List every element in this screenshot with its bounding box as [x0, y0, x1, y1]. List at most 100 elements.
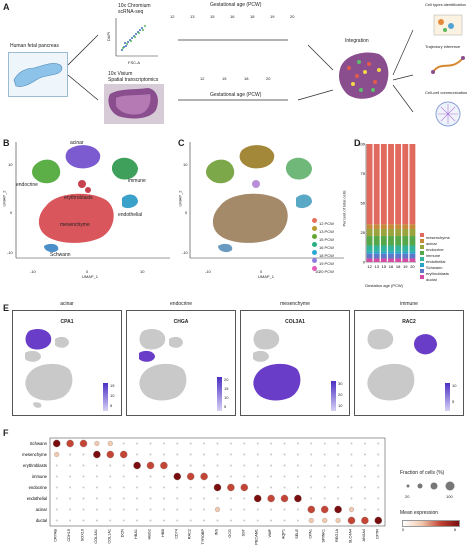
dotplot-dot: [230, 519, 232, 522]
dotplot-dot: [203, 453, 205, 456]
size-legend-tick: 100: [446, 494, 453, 499]
dotplot-dot: [214, 506, 221, 513]
bar-segment-acinar: [373, 224, 380, 229]
dotplot-dot: [189, 442, 192, 445]
dotplot-dot: [52, 439, 61, 448]
dotplot-gene-label: COL3A1: [94, 529, 98, 544]
dotplot-dot: [176, 519, 179, 522]
umap-c-xtick: -10: [205, 269, 211, 274]
legend-label: endocrine: [426, 247, 444, 252]
dotplot-dot: [163, 475, 165, 478]
dotplot-dot: [347, 516, 356, 525]
dotplot-dot: [348, 506, 355, 513]
dotplot-gene-label: CDH19: [67, 529, 71, 541]
y-tick-label: 50: [361, 201, 366, 206]
dotplot-dot: [96, 497, 98, 500]
dotplot-dot: [337, 464, 339, 467]
bar-segment-immune: [402, 236, 409, 246]
age-title-top: Gestational age (PCW): [210, 2, 262, 8]
dotplot-dot: [122, 497, 125, 500]
bar-segment-endocrine: [395, 228, 402, 237]
dotplot-dot: [96, 508, 98, 511]
colorbar-tick: 10: [338, 403, 343, 408]
legend-label: endothelial: [426, 259, 446, 264]
dotplot-dot: [323, 442, 326, 445]
dotplot-gene-label: DCN: [121, 529, 125, 537]
legend-swatch: [312, 266, 317, 272]
colorbar-tick: 15: [110, 383, 115, 388]
dotplot-dot: [149, 453, 152, 456]
sc-ylabel: DAPI: [106, 31, 112, 42]
dotplot-dot: [364, 486, 366, 489]
legend-swatch: [420, 244, 424, 249]
dotplot-dot: [256, 464, 259, 467]
dotplot-gene-label: AQP1: [282, 529, 286, 539]
umap-b-xtick: -10: [30, 269, 36, 274]
feature-plot-chga: endocrine CHGA 20 15 10 5: [126, 301, 236, 416]
legend-label: 13 PCW: [319, 229, 334, 234]
colorbar-tick: 20: [338, 392, 343, 397]
dotplot-dot: [96, 475, 98, 478]
bar-segment-erythroblasts: [402, 253, 409, 259]
dotplot-dot: [122, 508, 125, 511]
dotplot-dot: [122, 475, 125, 478]
umap-b-xlabel: UMAP_1: [82, 274, 99, 279]
dotplot-dot: [203, 508, 205, 511]
dotplot-dot: [361, 516, 369, 525]
sc-method-label: 10x Chromium scRNA-seq: [118, 3, 151, 15]
bar-segment-endocrine: [402, 228, 409, 237]
x-tick-label: 19: [403, 264, 408, 269]
dotplot-dot: [337, 475, 339, 478]
dotplot-gene-label: SST: [241, 528, 245, 536]
age-tick: 15: [210, 14, 215, 19]
dotplot-dot: [55, 508, 58, 511]
dotplot-dot: [149, 519, 152, 522]
y-tick-label: 25: [361, 230, 366, 235]
dotplot-dot: [163, 486, 165, 489]
dotplot-dot: [270, 508, 272, 511]
umap-celltype-plot: acinar endocrine erythroblasts immune en…: [10, 140, 172, 268]
feature-gene: CHGA: [173, 319, 189, 325]
bar-segment-mesenchyme: [380, 144, 387, 225]
y-tick-label: 75: [361, 171, 366, 176]
dotplot-dot: [93, 450, 101, 459]
x-tick-label: 13: [374, 264, 379, 269]
legend-label: mesenchyme: [426, 235, 450, 240]
facs-scatter-plot: [112, 16, 160, 60]
dotplot-dot: [133, 461, 141, 470]
dotplot-dot: [163, 453, 165, 456]
dotplot-dot: [243, 497, 246, 500]
color-legend-tick: 6: [454, 527, 457, 532]
dotplot-dot: [310, 453, 313, 456]
bar-legend: mesenchyme acinar endocrine immune endotheli…: [420, 226, 474, 286]
dotplot-dot: [82, 519, 85, 522]
dotplot-dot: [163, 508, 165, 511]
dotplot-dot: [200, 472, 208, 481]
legend-label: 16 PCW: [319, 245, 334, 250]
dotplot-gene-label: REG1A: [335, 529, 339, 542]
dotplot-gene-label: CD74: [174, 529, 178, 539]
dotplot-dot: [377, 486, 380, 489]
dotplot-dot: [96, 464, 98, 467]
bar-segment-endocrine: [388, 228, 394, 237]
dotplot-dot: [149, 475, 152, 478]
age-tick: 13: [190, 14, 195, 19]
dotplot-dot: [122, 486, 125, 489]
bar-segment-acinar: [366, 224, 373, 229]
dotplot-dot: [320, 505, 329, 514]
dotplot-dot: [176, 442, 179, 445]
dotplot-gene-label: VWF: [268, 528, 272, 537]
dotplot-dot: [136, 519, 138, 522]
dotplot-dot: [283, 519, 286, 522]
dotplot-gene-label: INS: [215, 529, 219, 536]
age-tick: 12: [170, 14, 175, 19]
dotplot-dot: [176, 453, 179, 456]
bar-segment-Schwann: [366, 251, 373, 254]
bar-segment-Schwann: [388, 251, 394, 254]
color-legend-tick: 0: [402, 527, 405, 532]
dotplot-dot: [227, 483, 235, 492]
dotplot-dot: [297, 486, 299, 489]
bar-segment-Schwann: [380, 251, 387, 254]
dotplot-dot: [69, 453, 71, 456]
dotplot-dot: [267, 494, 275, 503]
